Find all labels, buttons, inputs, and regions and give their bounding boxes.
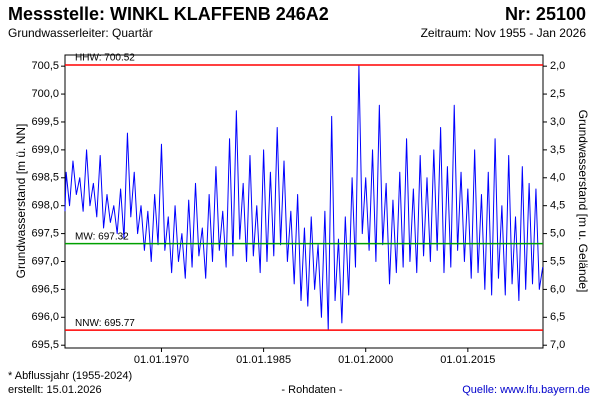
y-tick-label: 697,0: [31, 255, 59, 267]
y2-tick-label: 4,0: [550, 172, 565, 184]
subtitle: Grundwasserleiter: Quartär: [8, 26, 153, 40]
x-tick-label: 01.01.1985: [236, 354, 291, 366]
reference-label: NNW: 695.77: [75, 318, 135, 329]
y2-tick-label: 2,5: [550, 88, 565, 100]
y-tick-label: 695,5: [31, 339, 59, 351]
reference-label: MW: 697.32: [75, 231, 129, 242]
y2-tick-label: 4,5: [550, 200, 565, 212]
plot-area: [64, 54, 544, 349]
y2-tick-label: 6,5: [550, 311, 565, 323]
created-date: erstellt: 15.01.2026: [8, 384, 102, 396]
chart-title: Messstelle: WINKL KLAFFENB 246A2: [8, 4, 329, 24]
data-note: - Rohdaten -: [281, 384, 342, 396]
x-tick-label: 01.01.2015: [440, 354, 495, 366]
y-tick-label: 699,5: [31, 116, 59, 128]
period: Zeitraum: Nov 1955 - Jan 2026: [421, 26, 587, 40]
y2-tick-label: 3,0: [550, 116, 565, 128]
x-tick-label: 01.01.1970: [134, 354, 189, 366]
source: Quelle: www.lfu.bayern.de: [462, 384, 590, 396]
y-tick-label: 696,5: [31, 283, 59, 295]
y2-axis-label: Grundwasserstand [m u. Gelände]: [576, 110, 590, 293]
y-tick-label: 696,0: [31, 311, 59, 323]
y2-tick-label: 7,0: [550, 339, 565, 351]
y-tick-label: 699,0: [31, 144, 59, 156]
y2-tick-label: 5,5: [550, 255, 565, 267]
y-tick-label: 700,0: [31, 88, 59, 100]
y2-tick-label: 5,0: [550, 227, 565, 239]
y2-tick-label: 3,5: [550, 144, 565, 156]
y-tick-label: 700,5: [31, 60, 59, 72]
y2-tick-label: 6,0: [550, 283, 565, 295]
reference-label: HHW: 700.52: [75, 53, 135, 64]
x-tick-label: 01.01.2000: [338, 354, 393, 366]
y-tick-label: 698,5: [31, 172, 59, 184]
footnote: * Abflussjahr (1955-2024): [8, 370, 132, 382]
y-tick-label: 697,5: [31, 227, 59, 239]
y2-tick-label: 2,0: [550, 60, 565, 72]
data-line: [64, 64, 544, 331]
station-number: Nr: 25100: [505, 4, 586, 24]
y-tick-label: 698,0: [31, 200, 59, 212]
y-axis-label: Grundwasserstand [m ü. NN]: [14, 124, 28, 279]
